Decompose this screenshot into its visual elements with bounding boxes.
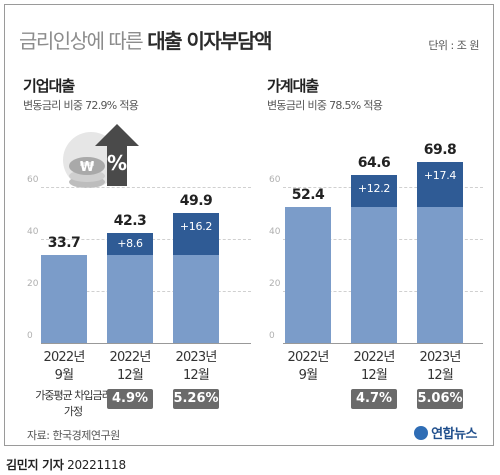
y-tick-label: 20: [269, 279, 281, 289]
logo-text: 연합뉴스: [431, 427, 477, 442]
x-category-label: 12월: [182, 368, 210, 383]
rate-assumption-box-2: 5.06%: [417, 389, 463, 409]
bar-total-label-0: 33.7: [47, 235, 81, 252]
bar-base-2: [173, 255, 219, 343]
rate-assumption-box-1: 4.7%: [351, 389, 397, 409]
x-category-0: 2022년 9월: [275, 349, 341, 385]
x-category-label: 12월: [116, 368, 144, 383]
y-tick-label: 0: [269, 331, 275, 341]
chart-title: 금리인상에 따른 대출 이자부담액: [19, 25, 489, 54]
unit-label: 단위 : 조 원: [428, 39, 479, 52]
infographic-frame: 금리인상에 따른 대출 이자부담액 단위 : 조 원 기업대출 변동금리 비중 …: [4, 4, 494, 446]
byline-date: 20221118: [67, 458, 126, 472]
y-tick-label: 60: [269, 175, 281, 185]
bar-total-label-1: 42.3: [113, 213, 147, 230]
bar-total-label-2: 49.9: [179, 193, 213, 210]
x-axis-line: [283, 343, 483, 344]
logo-mark-icon: [414, 426, 429, 440]
byline: 김민지 기자 20221118: [6, 456, 126, 473]
x-category-label: 2022년: [287, 350, 329, 365]
assumed-rate-label: 가중평균 차입금리 가정: [35, 389, 111, 418]
corporate-loan-chart: 0 20 40 60 33.7 2022년 9월 +8.6 42.3 2022년 12월 +16.2 4…: [27, 117, 251, 383]
household-loan-title: 가계대출: [267, 77, 319, 95]
bar-base-0: [41, 255, 87, 343]
title-bold: 대출 이자부담액: [147, 29, 272, 53]
byline-author: 김민지 기자: [6, 458, 64, 472]
x-category-label: 2022년: [43, 350, 85, 365]
corporate-loan-subtitle: 변동금리 비중 72.9% 적용: [23, 99, 139, 112]
percent-symbol: %: [107, 151, 127, 175]
household-loan-subtitle: 변동금리 비중 78.5% 적용: [267, 99, 383, 112]
x-category-label: 12월: [426, 368, 454, 383]
up-arrow-icon: [95, 124, 139, 186]
x-category-label: 12월: [360, 368, 388, 383]
y-tick-label: 60: [27, 175, 39, 185]
bar-base-1: [351, 206, 397, 343]
household-loan-chart: 0 20 40 60 52.4 2022년 9월 +12.2 64.6 2022년 12월 +17.4…: [269, 117, 483, 383]
bar-base-0: [285, 206, 331, 343]
x-category-1: 2022년 12월: [97, 349, 163, 385]
y-tick-label: 20: [27, 279, 39, 289]
corporate-loan-title: 기업대출: [23, 77, 75, 95]
coin-top: [69, 157, 105, 175]
won-symbol: ₩: [80, 160, 95, 175]
x-category-label: 2023년: [419, 350, 461, 365]
interest-rate-rise-icon: ₩ %: [63, 124, 139, 188]
source-note: 자료: 한국경제연구원: [27, 429, 120, 442]
bar-increase-1: +12.2: [351, 175, 397, 207]
x-category-label: 9월: [54, 368, 74, 383]
x-category-label: 2023년: [175, 350, 217, 365]
bar-total-label-1: 64.6: [357, 155, 391, 172]
grid-line: [41, 187, 251, 188]
bar-increase-2: +16.2: [173, 213, 219, 256]
x-category-2: 2023년 12월: [407, 349, 473, 385]
y-tick-label: 40: [269, 227, 281, 237]
x-category-0: 2022년 9월: [31, 349, 97, 385]
rate-assumption-box-1: 4.9%: [107, 389, 153, 409]
x-category-label: 9월: [298, 368, 318, 383]
x-axis-line: [41, 343, 251, 344]
rate-assumption-box-2: 5.26%: [173, 389, 219, 409]
bar-base-2: [417, 206, 463, 343]
y-tick-label: 40: [27, 227, 39, 237]
title-light: 금리인상에 따른: [19, 29, 144, 53]
x-category-label: 2022년: [109, 350, 151, 365]
x-category-1: 2022년 12월: [341, 349, 407, 385]
bar-total-label-0: 52.4: [291, 186, 325, 203]
bar-base-1: [107, 255, 153, 343]
bar-increase-1: +8.6: [107, 233, 153, 256]
x-category-label: 2022년: [353, 350, 395, 365]
bar-increase-2: +17.4: [417, 161, 463, 207]
x-category-2: 2023년 12월: [163, 349, 229, 385]
bar-total-label-2: 69.8: [423, 141, 457, 158]
y-tick-label: 0: [27, 331, 33, 341]
yonhap-logo: 연합뉴스: [414, 423, 477, 442]
